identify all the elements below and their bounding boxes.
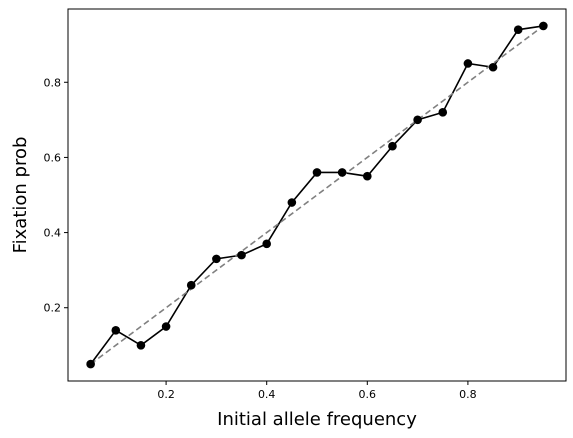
data-point [363,171,372,181]
y-tick-label: 0.8 [44,76,62,89]
y-axis: 0.2 0.4 0.6 0.8 [44,76,68,315]
data-point [287,198,297,207]
x-tick-label: 0.8 [459,388,477,401]
y-tick-label: 0.6 [44,151,62,164]
y-tick-label: 0.4 [44,227,62,240]
data-point [488,62,498,72]
data-point [388,141,397,151]
data-point [463,59,473,68]
data-point [413,115,422,125]
data-point [539,21,548,31]
x-axis: 0.2 0.4 0.6 0.8 [157,381,477,401]
data-point [438,108,448,117]
y-axis-title: Fixation prob [10,137,31,254]
data-point [513,25,523,34]
data-point [312,168,322,177]
x-axis-title: Initial allele frequency [217,409,417,430]
plot-layer [86,21,548,369]
data-point [161,322,171,331]
data-point [237,250,246,260]
data-point [111,325,121,335]
data-point [86,359,95,369]
x-tick-label: 0.6 [359,388,377,401]
y-tick-label: 0.2 [44,302,62,315]
x-tick-label: 0.2 [157,388,175,401]
data-point [262,239,271,249]
x-tick-label: 0.4 [258,388,276,401]
reference-line [90,25,544,365]
data-point [186,280,196,290]
plot-frame [67,8,567,382]
data-point [136,341,146,350]
data-point [337,168,347,177]
data-point [212,254,221,264]
